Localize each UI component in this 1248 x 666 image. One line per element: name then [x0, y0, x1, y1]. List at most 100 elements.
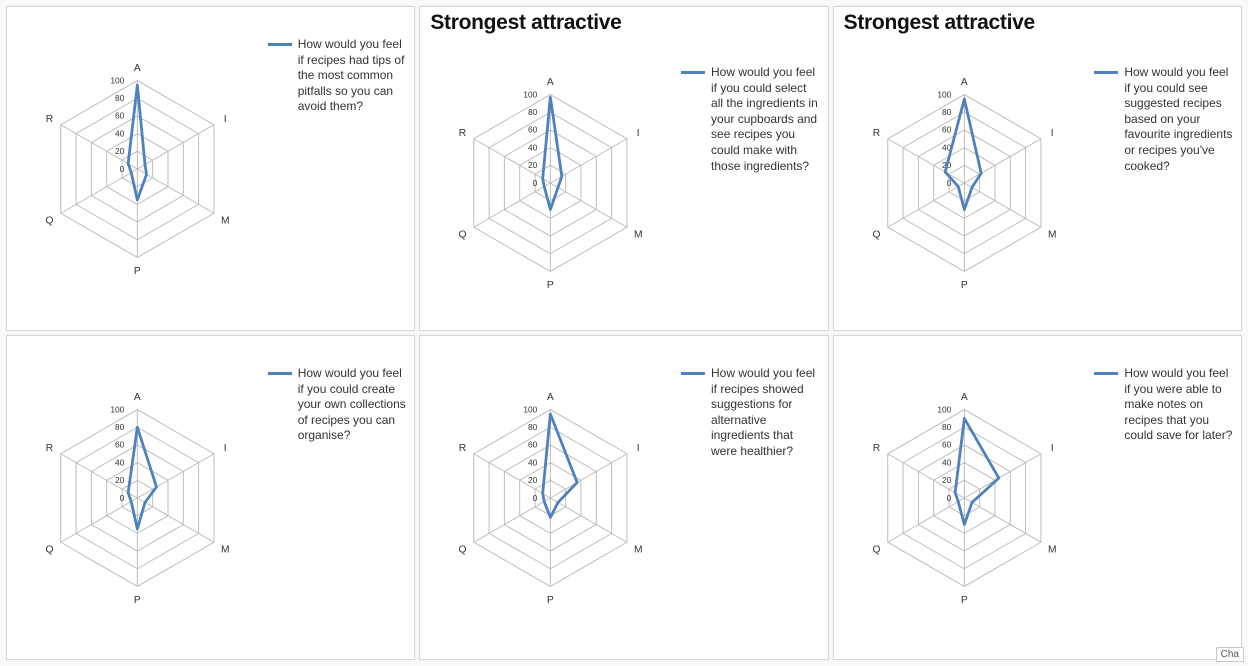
radar-axis-label: R [872, 127, 879, 138]
panel-body: AIMPQR020406080100How would you feel if … [7, 336, 414, 659]
radar-tick-label: 60 [528, 439, 538, 449]
legend-swatch [268, 43, 292, 46]
sheet-tab-stub[interactable]: Cha [1216, 647, 1244, 662]
radar-tick-label: 60 [115, 439, 125, 449]
panel-body: AIMPQR020406080100How would you feel if … [420, 35, 827, 330]
radar-chart: AIMPQR020406080100 [834, 368, 1095, 628]
radar-tick-label: 60 [115, 110, 125, 120]
legend-text: How would you feel if you could select a… [711, 65, 820, 174]
radar-tick-label: 0 [533, 492, 538, 502]
radar-tick-label: 80 [115, 422, 125, 432]
legend-row: How would you feel if you could see sugg… [1094, 65, 1233, 174]
radar-tick-label: 0 [946, 492, 951, 502]
radar-axis-label: Q [45, 544, 53, 555]
radar-tick-label: 20 [942, 475, 952, 485]
radar-spoke [474, 498, 551, 542]
radar-chart: AIMPQR020406080100 [7, 368, 268, 628]
legend-row: How would you feel if you could create y… [268, 366, 407, 444]
radar-axis-label: A [547, 77, 554, 88]
chart-panel: Strongest attractiveAIMPQR020406080100Ho… [833, 6, 1242, 331]
radar-axis-label: M [221, 544, 230, 555]
radar-chart: AIMPQR020406080100 [7, 39, 268, 299]
radar-spoke [137, 169, 214, 213]
radar-tick-label: 100 [937, 404, 951, 414]
radar-axis-label: M [221, 215, 230, 226]
radar-spoke [137, 498, 214, 542]
radar-spoke [551, 498, 628, 542]
radar-tick-label: 40 [528, 142, 538, 152]
radar-spoke [964, 498, 1041, 542]
radar-axis-label: P [134, 595, 141, 606]
legend-swatch [1094, 71, 1118, 74]
legend-swatch [1094, 372, 1118, 375]
radar-axis-label: P [547, 595, 554, 606]
radar-tick-label: 40 [115, 457, 125, 467]
radar-tick-label: 100 [524, 404, 538, 414]
radar-tick-label: 20 [115, 475, 125, 485]
radar-spoke [887, 453, 964, 497]
radar-tick-label: 80 [942, 422, 952, 432]
radar-spoke [61, 453, 138, 497]
radar-tick-label: 100 [524, 89, 538, 99]
radar-tick-label: 40 [115, 128, 125, 138]
legend-swatch [681, 71, 705, 74]
radar-tick-label: 80 [528, 422, 538, 432]
panel-body: AIMPQR020406080100How would you feel if … [420, 336, 827, 659]
radar-axis-label: I [637, 442, 640, 453]
radar-chart: AIMPQR020406080100 [834, 53, 1095, 313]
radar-spoke [551, 183, 628, 227]
radar-tick-label: 60 [942, 124, 952, 134]
radar-axis-label: M [1048, 229, 1057, 240]
radar-tick-label: 60 [528, 124, 538, 134]
chart-wrap: AIMPQR020406080100 [834, 336, 1095, 659]
radar-axis-label: Q [872, 544, 880, 555]
chart-legend: How would you feel if you could create y… [268, 336, 415, 444]
radar-axis-label: Q [459, 544, 467, 555]
panel-body: AIMPQR020406080100How would you feel if … [834, 35, 1241, 330]
radar-spoke [61, 124, 138, 168]
chart-wrap: AIMPQR020406080100 [420, 35, 681, 330]
radar-axis-label: A [547, 392, 554, 403]
radar-axis-label: R [46, 442, 53, 453]
radar-tick-label: 20 [528, 160, 538, 170]
chart-legend: How would you feel if recipes showed sug… [681, 336, 828, 460]
chart-panel: AIMPQR020406080100How would you feel if … [6, 6, 415, 331]
legend-text: How would you feel if you were able to m… [1124, 366, 1233, 444]
radar-spoke [964, 183, 1041, 227]
legend-swatch [681, 372, 705, 375]
radar-tick-label: 0 [533, 177, 538, 187]
legend-row: How would you feel if you were able to m… [1094, 366, 1233, 444]
radar-axis-label: M [634, 544, 643, 555]
chart-legend: How would you feel if recipes had tips o… [268, 7, 415, 115]
radar-tick-label: 80 [942, 107, 952, 117]
legend-row: How would you feel if recipes showed sug… [681, 366, 820, 460]
chart-legend: How would you feel if you could see sugg… [1094, 35, 1241, 174]
panel-title: Strongest attractive [834, 7, 1241, 35]
radar-tick-label: 60 [942, 439, 952, 449]
radar-series-line [128, 427, 156, 529]
legend-swatch [268, 372, 292, 375]
radar-tick-label: 20 [115, 146, 125, 156]
chart-legend: How would you feel if you were able to m… [1094, 336, 1241, 444]
radar-spoke [474, 138, 551, 182]
legend-row: How would you feel if recipes had tips o… [268, 37, 407, 115]
legend-text: How would you feel if recipes had tips o… [298, 37, 407, 115]
page-grid: A I M P Q R 0 20 40 60 80 100 How would you feel if … [0, 0, 1248, 666]
chart-legend: How would you feel if you could select a… [681, 35, 828, 174]
radar-spoke [61, 169, 138, 213]
radar-axis-label: A [961, 392, 968, 403]
legend-text: How would you feel if recipes showed sug… [711, 366, 820, 460]
legend-text: How would you feel if you could create y… [298, 366, 407, 444]
radar-axis-label: P [547, 280, 554, 291]
radar-axis-label: I [1050, 442, 1053, 453]
radar-spoke [551, 453, 628, 497]
radar-axis-label: A [134, 63, 141, 74]
chart-wrap: AIMPQR020406080100 [420, 336, 681, 659]
radar-tick-label: 100 [110, 75, 124, 85]
radar-tick-label: 40 [942, 457, 952, 467]
legend-row: How would you feel if you could select a… [681, 65, 820, 174]
panel-title: Strongest attractive [420, 7, 827, 35]
radar-tick-label: 100 [110, 404, 124, 414]
radar-tick-label: 80 [528, 107, 538, 117]
chart-panel: AIMPQR020406080100How would you feel if … [419, 335, 828, 660]
